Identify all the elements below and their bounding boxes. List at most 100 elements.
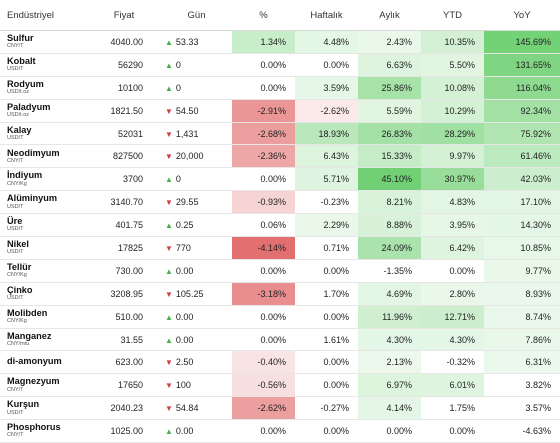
price-cell: 730.00: [87, 259, 161, 283]
monthly-change-cell: 25.86%: [358, 76, 421, 100]
day-change-value: 29.55: [175, 197, 199, 208]
commodity-name[interactable]: Sulfur: [7, 33, 34, 44]
commodity-cell: di-amonyum: [0, 350, 87, 375]
day-change-cell: ▼ 100: [161, 373, 232, 398]
table-row[interactable]: Magnezyum CNY/T 17650 ▼ 100 -0.56% 0.00% 6.97% 6…: [0, 373, 560, 398]
day-change-value: 105.25: [175, 288, 204, 299]
header-day[interactable]: Gün: [161, 0, 232, 31]
commodity-name[interactable]: Kurşun: [7, 399, 40, 410]
commodity-name[interactable]: Magnezyum: [7, 376, 60, 387]
day-change-cell: ▼ 54.50: [161, 99, 232, 123]
monthly-change-cell: -1.35%: [358, 259, 421, 283]
header-monthly[interactable]: Aylık: [358, 0, 421, 31]
day-change-value: 0.00: [175, 311, 194, 322]
weekly-change-cell: 2.29%: [295, 213, 358, 238]
commodity-name[interactable]: Neodimyum: [7, 147, 60, 158]
commodity-name[interactable]: Alüminyum: [7, 193, 58, 204]
commodity-unit: USD/T: [7, 134, 24, 141]
commodity-name[interactable]: Rodyum: [7, 78, 44, 89]
header-ytd[interactable]: YTD: [421, 0, 484, 31]
table-row[interactable]: Tellür CNY/Kg 730.00 ▲ 0.00 0.00% 0.00% -1.35% 0…: [0, 259, 560, 283]
table-row[interactable]: Nikel USD/T 17825 ▼ 770 -4.14% 0.71% 24.09% 6.42…: [0, 236, 560, 260]
commodity-name[interactable]: Molibden: [7, 307, 48, 318]
price-cell: 3208.95: [87, 282, 161, 306]
commodity-cell: Molibden CNY/Kg: [0, 305, 87, 329]
header-yoy[interactable]: YoY: [484, 0, 560, 31]
table-row[interactable]: Molibden CNY/Kg 510.00 ▲ 0.00 0.00% 0.00% 11.96…: [0, 305, 560, 329]
header-weekly[interactable]: Haftalık: [295, 0, 358, 31]
table-row[interactable]: Kalay USD/T 52031 ▼ 1,431 -2.68% 18.93% 26.83% 2…: [0, 122, 560, 146]
table-row[interactable]: Sulfur CNY/T 4040.00 ▲ 53.33 1.34% 4.48% 2.43% 1…: [0, 30, 560, 54]
ytd-change-cell: 4.83%: [421, 190, 484, 215]
commodity-unit: CNY/Kg: [7, 180, 27, 187]
monthly-change-cell: 8.88%: [358, 213, 421, 238]
commodity-name[interactable]: Çinko: [7, 284, 33, 295]
table-row[interactable]: Çinko USD/T 3208.95 ▼ 105.25 -3.18% 1.70% 4.69%…: [0, 282, 560, 306]
table-row[interactable]: Neodimyum CNY/T 827500 ▼ 20,000 -2.36% 6.43% 15…: [0, 144, 560, 169]
commodity-name[interactable]: Kobalt: [7, 55, 36, 66]
yoy-change-cell: 7.86%: [484, 328, 560, 352]
day-change-value: 53.33: [175, 36, 199, 47]
table-row[interactable]: Üre USD/T 401.75 ▲ 0.25 0.06% 2.29% 8.88% 3.95% 1…: [0, 213, 560, 238]
commodity-cell: Alüminyum USD/T: [0, 190, 87, 215]
table-row[interactable]: di-amonyum 623.00 ▼ 2.50 -0.40% 0.00% 2.13% -0.…: [0, 350, 560, 375]
yoy-change-cell: 10.85%: [484, 236, 560, 260]
commodity-name[interactable]: Tellür: [7, 262, 32, 272]
table-row[interactable]: Kurşun USD/T 2040.23 ▼ 54.84 -2.62% -0.27% 4.14…: [0, 396, 560, 421]
day-change-cell: ▼ 20,000: [161, 144, 232, 169]
table-row[interactable]: Alüminyum USD/T 3140.70 ▼ 29.55 -0.93% -0.23% 8…: [0, 190, 560, 215]
price-cell: 31.55: [87, 328, 161, 352]
price-cell: 827500: [87, 144, 161, 169]
commodity-name[interactable]: Manganez: [7, 330, 52, 341]
pct-change-cell: 0.06%: [232, 213, 295, 238]
table-row[interactable]: İndiyum CNY/Kg 3700 ▲ 0 0.00% 5.71% 45.10% 30.97…: [0, 167, 560, 192]
commodity-cell: Rodyum USD/t.oz: [0, 76, 87, 100]
table-header: Endüstriyel Fiyat Gün % Haftalık Aylık Y…: [0, 0, 560, 31]
header-pct[interactable]: %: [232, 0, 295, 31]
commodity-name[interactable]: Üre: [7, 216, 23, 227]
triangle-up-icon: ▲: [165, 221, 173, 231]
triangle-up-icon: ▲: [165, 312, 173, 322]
pct-change-cell: -0.93%: [232, 190, 295, 215]
commodity-unit: USD/T: [7, 249, 24, 256]
table-row[interactable]: Kobalt USD/T 56290 ▲ 0 0.00% 0.00% 6.63% 5.50% 13…: [0, 53, 560, 77]
monthly-change-cell: 6.97%: [358, 373, 421, 398]
monthly-change-cell: 5.59%: [358, 99, 421, 123]
table-row[interactable]: Manganez CNY/mtu 31.55 ▲ 0.00 0.00% 1.61% 4.30%…: [0, 328, 560, 352]
weekly-change-cell: 0.00%: [295, 305, 358, 329]
commodity-name[interactable]: di-amonyum: [7, 356, 62, 367]
triangle-down-icon: ▼: [165, 129, 173, 139]
yoy-change-cell: 8.74%: [484, 305, 560, 329]
monthly-change-cell: 0.00%: [358, 419, 421, 443]
pct-change-cell: 0.00%: [232, 167, 295, 192]
header-name[interactable]: Endüstriyel: [0, 0, 87, 31]
table-row[interactable]: Paladyum USD/t.oz 1821.50 ▼ 54.50 -2.91% -2.62…: [0, 99, 560, 123]
day-change-value: 0.00: [175, 334, 194, 345]
weekly-change-cell: 0.00%: [295, 259, 358, 283]
monthly-change-cell: 26.83%: [358, 122, 421, 146]
pct-change-cell: -4.14%: [232, 236, 295, 260]
price-cell: 510.00: [87, 305, 161, 329]
header-price[interactable]: Fiyat: [87, 0, 161, 31]
table-body: Sulfur CNY/T 4040.00 ▲ 53.33 1.34% 4.48% 2.43% 1…: [0, 30, 560, 443]
monthly-change-cell: 4.30%: [358, 328, 421, 352]
day-change-cell: ▼ 770: [161, 236, 232, 260]
yoy-change-cell: 8.93%: [484, 282, 560, 306]
weekly-change-cell: 3.59%: [295, 76, 358, 100]
commodity-name[interactable]: Kalay: [7, 124, 32, 135]
table-row[interactable]: Rodyum USD/t.oz 10100 ▲ 0 0.00% 3.59% 25.86% 10.…: [0, 76, 560, 100]
table-row[interactable]: Phosphorus CNY/T 1025.00 ▲ 0.00 0.00% 0.00% 0.0…: [0, 419, 560, 443]
commodity-name[interactable]: İndiyum: [7, 170, 43, 181]
commodity-name[interactable]: Nikel: [7, 239, 29, 250]
day-change-cell: ▲ 0: [161, 76, 232, 100]
monthly-change-cell: 8.21%: [358, 190, 421, 215]
price-cell: 1821.50: [87, 99, 161, 123]
commodity-name[interactable]: Phosphorus: [7, 422, 61, 433]
triangle-down-icon: ▼: [165, 381, 173, 391]
ytd-change-cell: -0.32%: [421, 350, 484, 375]
day-change-value: 770: [175, 242, 191, 253]
day-change-value: 1,431: [175, 128, 199, 139]
ytd-change-cell: 10.35%: [421, 30, 484, 54]
day-change-cell: ▲ 0.00: [161, 419, 232, 443]
commodity-name[interactable]: Paladyum: [7, 101, 51, 112]
